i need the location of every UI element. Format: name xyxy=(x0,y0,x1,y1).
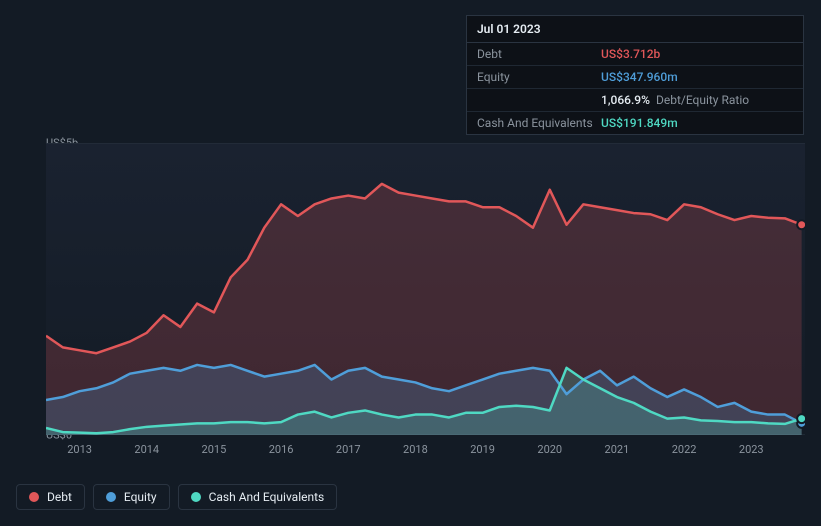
legend-item[interactable]: Equity xyxy=(93,484,170,510)
x-axis-label: 2013 xyxy=(67,443,92,456)
legend-dot-icon xyxy=(106,492,116,502)
tooltip-date: Jul 01 2023 xyxy=(467,16,803,43)
legend-dot-icon xyxy=(191,492,201,502)
series-end-marker xyxy=(797,220,805,229)
tooltip-row-label: Equity xyxy=(477,70,601,84)
tooltip-row: DebtUS$3.712b xyxy=(467,43,803,66)
tooltip-row: 1,066.9% Debt/Equity Ratio xyxy=(467,89,803,112)
tooltip-row-extra: Debt/Equity Ratio xyxy=(656,93,749,107)
tooltip-row-value: US$347.960m xyxy=(601,70,678,84)
tooltip-row-value: 1,066.9% xyxy=(601,93,650,107)
x-axis-labels: 2013 2014 2015 2016 2017 2018 2019 2020 2021 2022… xyxy=(46,443,805,461)
legend-item[interactable]: Debt xyxy=(16,484,85,510)
chart-legend: Debt Equity Cash And Equivalents xyxy=(16,484,337,510)
legend-label: Debt xyxy=(47,490,72,504)
legend-label: Cash And Equivalents xyxy=(209,490,325,504)
chart-tooltip: Jul 01 2023 DebtUS$3.712bEquityUS$347.96… xyxy=(466,15,804,135)
x-axis-label: 2015 xyxy=(202,443,227,456)
x-axis-label: 2019 xyxy=(470,443,495,456)
legend-label: Equity xyxy=(124,490,157,504)
debt-equity-chart: US$0US$5b 201320142015201620172018201920… xyxy=(16,125,805,465)
tooltip-row-value: US$3.712b xyxy=(601,47,660,61)
legend-dot-icon xyxy=(29,492,39,502)
series-end-marker xyxy=(797,414,805,423)
x-axis-label: 2023 xyxy=(739,443,764,456)
x-axis-label: 2017 xyxy=(336,443,361,456)
x-axis-label: 2014 xyxy=(134,443,159,456)
x-axis-label: 2021 xyxy=(605,443,630,456)
tooltip-row-label: Debt xyxy=(477,47,601,61)
tooltip-row: EquityUS$347.960m xyxy=(467,66,803,89)
x-axis-label: 2020 xyxy=(537,443,562,456)
x-axis-label: 2022 xyxy=(672,443,697,456)
x-axis-label: 2018 xyxy=(403,443,428,456)
chart-plot-area[interactable] xyxy=(46,143,805,435)
x-axis-label: 2016 xyxy=(269,443,294,456)
legend-item[interactable]: Cash And Equivalents xyxy=(178,484,338,510)
